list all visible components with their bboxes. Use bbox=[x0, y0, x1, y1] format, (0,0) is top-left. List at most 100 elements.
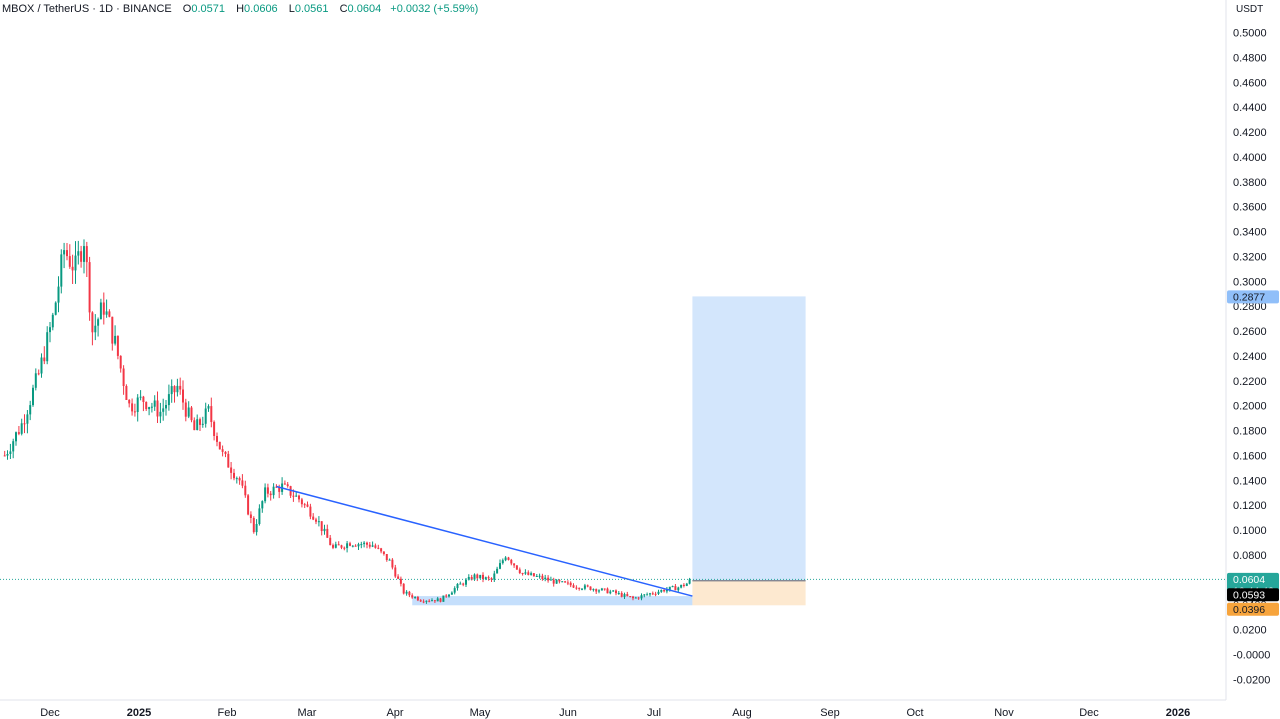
candle-body bbox=[501, 560, 504, 564]
price-tick-label: 0.1000 bbox=[1233, 525, 1267, 537]
candle-body bbox=[629, 596, 632, 598]
candle-body bbox=[295, 495, 298, 497]
entry-price-tag-text: 0.0593 bbox=[1233, 589, 1265, 601]
candle-body bbox=[456, 583, 459, 589]
candle-body bbox=[515, 565, 518, 570]
candle-body bbox=[20, 423, 23, 434]
candle-body bbox=[153, 400, 156, 407]
last-price-tag-text: 0.0604 bbox=[1233, 574, 1265, 586]
candle-body bbox=[165, 405, 167, 409]
close-label: C bbox=[339, 3, 348, 15]
candle-body bbox=[337, 544, 340, 546]
price-tick-label: 0.0200 bbox=[1233, 625, 1267, 637]
candle-body bbox=[408, 591, 411, 596]
overlays[interactable] bbox=[0, 485, 1226, 597]
time-tick-label: Apr bbox=[386, 707, 403, 719]
candle-body bbox=[349, 543, 351, 546]
candle-body bbox=[54, 302, 57, 315]
candle-body bbox=[448, 594, 450, 597]
price-tick-label: 0.1200 bbox=[1233, 500, 1267, 512]
candle-body bbox=[244, 485, 247, 496]
candle-body bbox=[97, 319, 100, 326]
candle-body bbox=[388, 559, 391, 561]
candle-body bbox=[300, 499, 303, 505]
time-axis[interactable]: Dec 2025 Feb Mar Apr May Jun Jul Aug Sep Oct Nov Dec… bbox=[40, 707, 1190, 719]
candle-body bbox=[561, 581, 564, 583]
candle-body bbox=[247, 495, 250, 515]
candle-body bbox=[131, 403, 134, 412]
price-tick-label: 0.2200 bbox=[1233, 376, 1267, 388]
candle-body bbox=[334, 544, 337, 548]
candle-body bbox=[292, 495, 295, 497]
candle-body bbox=[176, 385, 179, 393]
candle-body bbox=[680, 584, 683, 588]
candle-body bbox=[405, 591, 408, 594]
price-tick-label: 0.3400 bbox=[1233, 227, 1267, 239]
candle-body bbox=[547, 577, 550, 581]
candle-body bbox=[320, 521, 323, 531]
candle-body bbox=[241, 480, 244, 486]
candle-body bbox=[249, 514, 252, 518]
price-tick-label: 0.2000 bbox=[1233, 401, 1267, 413]
candle-body bbox=[303, 504, 306, 506]
candle-body bbox=[504, 557, 507, 561]
price-tick-label: 0.1400 bbox=[1233, 475, 1267, 487]
candle-body bbox=[357, 544, 360, 547]
candle-body bbox=[411, 595, 414, 598]
candle-body bbox=[315, 519, 317, 522]
candle-body bbox=[204, 408, 207, 424]
candle-body bbox=[213, 421, 216, 436]
candle-body bbox=[136, 397, 139, 412]
candle-body bbox=[306, 504, 309, 507]
candle-body bbox=[518, 569, 521, 573]
candle-body bbox=[91, 312, 94, 333]
candle-body bbox=[445, 595, 448, 597]
candle-body bbox=[544, 577, 547, 579]
candle-body bbox=[26, 414, 29, 424]
candle-body bbox=[266, 487, 269, 494]
candle-body bbox=[677, 587, 680, 591]
low-label: L bbox=[288, 3, 295, 15]
candle-body bbox=[37, 373, 40, 375]
price-tick-label: 0.4600 bbox=[1233, 77, 1267, 89]
candle-body bbox=[467, 577, 470, 580]
candle-body bbox=[88, 262, 91, 313]
time-tick-label: Aug bbox=[732, 707, 752, 719]
open-label: O bbox=[182, 3, 192, 15]
candle-body bbox=[665, 589, 668, 592]
time-tick-label: Dec bbox=[40, 707, 60, 719]
candle-body bbox=[436, 598, 439, 602]
high-value: 0.0606 bbox=[244, 3, 278, 15]
candle-body bbox=[657, 591, 660, 594]
candle-body bbox=[377, 547, 380, 549]
candle-body bbox=[476, 574, 479, 579]
candle-body bbox=[617, 593, 620, 594]
candle-body bbox=[17, 432, 20, 434]
candle-body bbox=[499, 563, 501, 569]
time-tick-label: Mar bbox=[298, 707, 317, 719]
symbol-title: MBOX / TetherUS · 1D · BINANCE bbox=[2, 3, 172, 15]
candle-body bbox=[649, 593, 651, 595]
stop-zone bbox=[692, 580, 806, 606]
position-zones[interactable] bbox=[412, 296, 806, 606]
candle-body bbox=[184, 402, 187, 417]
candle-body bbox=[521, 573, 524, 574]
candle-body bbox=[671, 586, 674, 588]
low-value: 0.0561 bbox=[294, 3, 329, 15]
candle-body bbox=[34, 373, 37, 388]
candle-body bbox=[589, 586, 592, 590]
price-tick-label: -0.0000 bbox=[1233, 650, 1270, 662]
candle-body bbox=[634, 597, 637, 599]
time-tick-label: 2025 bbox=[127, 707, 151, 719]
candle-body bbox=[640, 595, 643, 599]
candle-body bbox=[221, 449, 224, 452]
entry-price-tag: 0.0593 bbox=[1227, 588, 1279, 601]
candle-body bbox=[346, 543, 349, 549]
candle-body bbox=[431, 600, 433, 602]
candle-body bbox=[473, 574, 476, 580]
price-tick-label: 0.4000 bbox=[1233, 152, 1267, 164]
candle-body bbox=[23, 423, 26, 425]
candle-body bbox=[343, 547, 346, 549]
candle-body bbox=[626, 594, 629, 597]
